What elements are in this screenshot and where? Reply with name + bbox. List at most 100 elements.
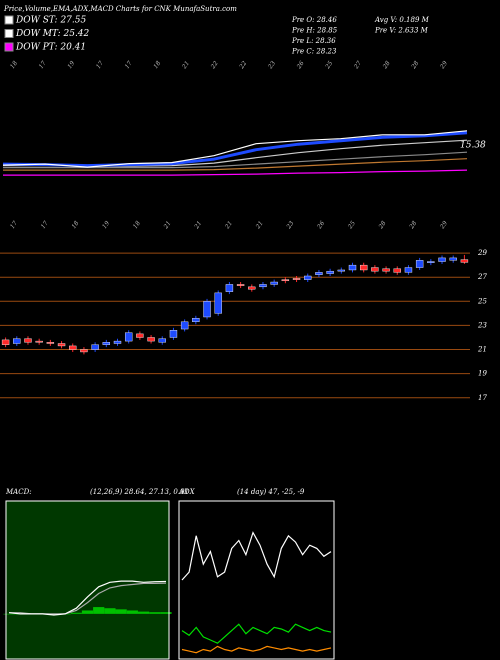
candle-body — [102, 342, 111, 345]
panel-background — [179, 501, 334, 659]
series-line — [2, 130, 468, 168]
candle-body — [236, 284, 245, 286]
candle-body — [136, 333, 144, 338]
candle-body — [180, 321, 189, 330]
date-label: 28 — [381, 60, 392, 71]
candle-body — [248, 286, 256, 290]
date-label: 21 — [223, 220, 234, 231]
date-label: 18 — [152, 60, 162, 70]
candle-body — [192, 317, 200, 323]
panel-title: (14 day) 47, -25, -9 — [237, 488, 305, 496]
panel-background — [6, 501, 169, 659]
date-label: 25 — [346, 220, 357, 231]
annotation: 15.38 — [460, 141, 486, 151]
legend-label: DOW MT: 25.42 — [15, 29, 90, 39]
candle-body — [427, 261, 435, 263]
y-tick-label: 21 — [477, 346, 487, 354]
legend-swatch — [4, 42, 14, 52]
y-tick-label: 27 — [477, 273, 487, 281]
candle-body — [124, 332, 133, 342]
candle-body — [281, 279, 290, 282]
candle-body — [214, 292, 222, 314]
candle-body — [24, 338, 32, 343]
date-label: 23 — [266, 60, 277, 71]
date-label: 28 — [377, 220, 388, 231]
histogram-bar — [70, 612, 82, 614]
candle-body — [259, 284, 267, 288]
volume-stat: Avg V: 0.189 M — [374, 16, 430, 24]
date-label: 28 — [410, 60, 421, 71]
date-label: 19 — [66, 60, 76, 70]
candle-body — [46, 342, 55, 344]
series-line — [3, 158, 468, 171]
series-line — [181, 623, 332, 644]
date-label: 22 — [238, 60, 249, 71]
histogram-bar — [126, 610, 138, 614]
legend-swatch — [4, 15, 14, 25]
date-label: 17 — [9, 220, 19, 230]
candle-body — [292, 278, 301, 280]
panel-border — [178, 500, 335, 660]
candle-body — [69, 345, 77, 350]
series-line — [3, 169, 468, 176]
price-stat: Pre O: 28.46 — [291, 16, 337, 24]
series-line — [3, 151, 468, 169]
y-tick-label: 23 — [477, 321, 487, 329]
date-label: 21 — [193, 220, 204, 231]
candle-body — [393, 268, 401, 273]
histogram-bar — [93, 607, 105, 614]
candle-body — [404, 267, 413, 273]
date-label: 17 — [40, 220, 50, 230]
series-line — [181, 531, 332, 581]
date-label: 19 — [101, 220, 111, 230]
y-tick-label: 29 — [477, 249, 487, 257]
chart-title: Price,Volume,EMA,ADX,MACD Charts for CNK… — [3, 5, 237, 13]
date-label: 21 — [162, 220, 173, 231]
candle-body — [460, 259, 469, 263]
legend-label: DOW PT: 20.41 — [15, 43, 86, 53]
candle-body — [371, 267, 379, 272]
y-tick-label: 17 — [478, 394, 487, 402]
candle-body — [113, 340, 122, 344]
date-label: 18 — [9, 60, 19, 70]
date-label: 21 — [254, 220, 265, 231]
date-label: 28 — [408, 220, 419, 231]
candle-body — [203, 301, 211, 318]
date-label: 21 — [180, 60, 191, 71]
candle-body — [225, 284, 234, 292]
histogram-bar — [149, 612, 161, 614]
volume-stat: Pre V: 2.633 M — [374, 27, 429, 35]
panel-label: MACD: — [5, 488, 32, 496]
date-label: 26 — [295, 60, 306, 71]
panel-border — [5, 500, 170, 660]
candle-body — [415, 260, 424, 268]
candle-body — [35, 340, 43, 343]
candle-body — [348, 264, 357, 271]
histogram-bar — [160, 612, 172, 614]
candle-body — [1, 339, 10, 345]
candle-body — [270, 281, 278, 285]
date-label: 26 — [316, 220, 327, 231]
date-label: 18 — [70, 220, 80, 230]
date-label: 17 — [124, 60, 134, 70]
date-label: 25 — [324, 60, 335, 71]
date-label: 29 — [438, 220, 449, 231]
date-label: 27 — [352, 60, 363, 71]
price-stat: Pre H: 28.85 — [291, 27, 338, 35]
series-line — [181, 645, 332, 654]
candle-body — [57, 343, 66, 347]
candle-body — [337, 269, 346, 272]
candle-body — [158, 338, 166, 343]
panel-title: (12,26,9) 28.64, 27.13, 0.91 — [90, 488, 189, 496]
candle-body — [438, 257, 446, 262]
date-label: 23 — [285, 220, 296, 231]
candle-body — [13, 338, 21, 344]
candle-body — [359, 264, 368, 271]
histogram-bar — [104, 608, 116, 614]
candle-body — [449, 257, 457, 261]
candle-body — [382, 268, 390, 272]
y-tick-label: 25 — [477, 297, 487, 305]
legend-swatch — [4, 29, 14, 38]
